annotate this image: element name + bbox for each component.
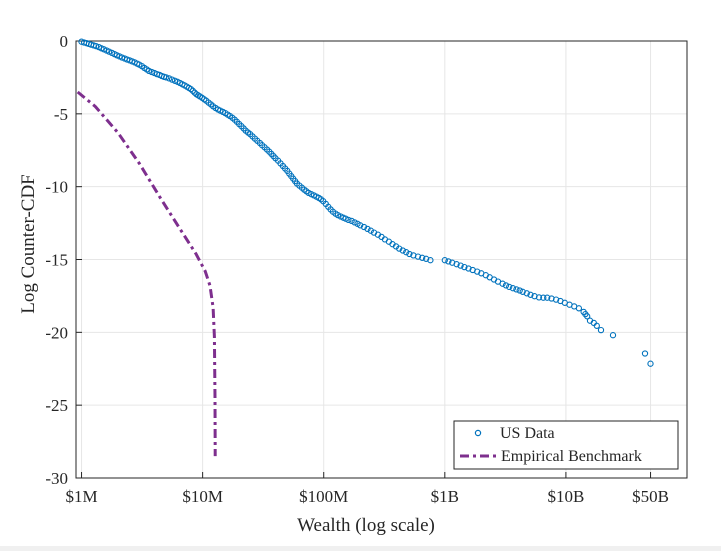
- y-axis: 0 -5 -10 -15 -20 -25 -30: [45, 32, 82, 488]
- us-data-point: [357, 222, 364, 229]
- us-data-point: [593, 322, 600, 329]
- us-data-point: [445, 258, 452, 265]
- legend-empirical-benchmark-label: Empirical Benchmark: [501, 448, 642, 465]
- y-tick-label: -10: [45, 178, 68, 197]
- y-tick-label: -15: [45, 251, 68, 270]
- empirical-benchmark-line: [76, 90, 217, 457]
- us-data-point: [441, 257, 448, 264]
- us-data-point: [499, 280, 506, 287]
- us-data-point: [360, 223, 368, 231]
- series-us-data: [78, 38, 654, 367]
- y-tick-label: -5: [54, 105, 68, 124]
- us-data-point: [502, 282, 510, 289]
- legend-us-data-label: US Data: [500, 425, 555, 442]
- us-data-point: [535, 294, 543, 301]
- us-data-point: [419, 254, 426, 261]
- x-tick-label: $10B: [547, 487, 584, 506]
- y-tick-label: -20: [45, 323, 68, 342]
- us-data-point: [427, 257, 434, 264]
- legend: US Data Empirical Benchmark: [453, 420, 679, 470]
- y-tick-label: -25: [45, 396, 68, 415]
- us-data-point: [544, 294, 551, 301]
- x-tick-label: $100M: [299, 487, 348, 506]
- us-data-point: [516, 287, 523, 294]
- us-data-point: [348, 217, 355, 225]
- series-empirical-benchmark: [76, 90, 217, 457]
- us-data-point: [597, 326, 605, 334]
- us-data-point: [364, 225, 371, 233]
- us-data-point: [519, 288, 526, 295]
- x-axis: $1M $10M $100M $1B $10B $50B: [65, 472, 669, 506]
- us-data-point: [189, 87, 196, 94]
- us-data-point: [527, 291, 534, 298]
- us-data-point: [641, 350, 649, 357]
- us-data-point: [399, 247, 406, 254]
- us-data-point: [453, 261, 460, 268]
- us-data-point: [584, 313, 591, 320]
- us-data-point: [345, 216, 352, 224]
- grid: [76, 40, 687, 479]
- us-data-point: [513, 286, 520, 293]
- legend-box: [453, 420, 679, 470]
- x-axis-label: Wealth (log scale): [297, 515, 435, 536]
- us-data-point: [457, 262, 464, 269]
- us-data-point: [166, 75, 173, 82]
- us-data-point: [187, 85, 195, 93]
- us-data-point: [609, 332, 617, 339]
- x-tick-label: $1M: [65, 487, 97, 506]
- us-data-point: [523, 290, 530, 297]
- us-data-point: [509, 285, 517, 292]
- legend-us-data-marker: [474, 429, 482, 437]
- us-data-point: [145, 67, 153, 75]
- us-data-point: [403, 249, 410, 256]
- us-data-point: [367, 227, 374, 234]
- y-tick-label: -30: [45, 469, 68, 488]
- x-tick-label: $1B: [431, 487, 459, 506]
- us-data-point: [414, 253, 422, 260]
- us-data-point: [575, 305, 583, 312]
- us-data-point: [506, 283, 513, 291]
- x-tick-label: $10M: [182, 487, 223, 506]
- us-data-point: [647, 360, 654, 367]
- us-data-point: [540, 294, 547, 301]
- us-data-point: [406, 250, 413, 258]
- y-axis-label: Log Counter-CDF: [18, 174, 39, 313]
- x-tick-label: $50B: [632, 487, 669, 506]
- us-data-point: [92, 42, 100, 50]
- us-data-point: [461, 263, 468, 271]
- y-tick-label: 0: [60, 32, 69, 51]
- us-data-point: [163, 74, 170, 81]
